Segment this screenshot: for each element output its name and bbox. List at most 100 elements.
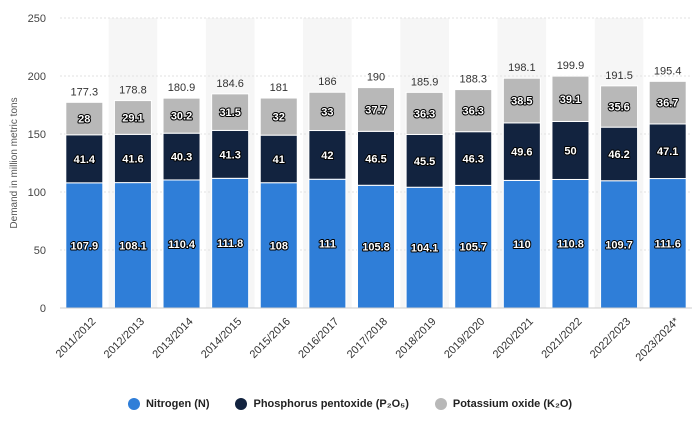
bar-segment (357, 184, 395, 309)
bar-segment (405, 186, 444, 309)
bar-segment (648, 80, 687, 125)
bar-segment (502, 179, 541, 309)
data-label: 41 (273, 154, 285, 166)
data-label: 41.3 (219, 149, 240, 161)
bar-segment (551, 120, 590, 180)
legend-label-nitrogen: Nitrogen (N) (145, 398, 210, 410)
bar-segment (600, 126, 639, 182)
data-label: 110 (513, 239, 531, 251)
data-label: 38.5 (511, 96, 532, 108)
data-label: 37.7 (365, 104, 386, 116)
data-label: 42 (321, 150, 333, 162)
y-tick-label: 250 (28, 13, 46, 25)
bar-segment (551, 178, 590, 309)
bar-segment (405, 91, 444, 135)
total-label: 178.8 (119, 85, 147, 97)
bar-segment (308, 91, 347, 132)
bar-segment (454, 184, 493, 309)
data-label: 33 (321, 106, 333, 118)
x-tick-label: 2012/2013 (102, 316, 147, 361)
bar-segment (259, 182, 298, 309)
data-label: 105.7 (459, 242, 487, 254)
data-label: 110.8 (557, 239, 584, 251)
x-tick-label: 2015/2016 (248, 316, 293, 361)
bar-segment (211, 129, 250, 179)
x-tick-label: 2017/2018 (345, 316, 390, 361)
bar-segment (357, 130, 395, 186)
total-label: 177.3 (71, 86, 99, 98)
x-tick-label: 2023/2024* (634, 315, 683, 364)
x-tick-label: 2021/2022 (539, 316, 584, 361)
data-label: 35.6 (608, 102, 629, 114)
data-label: 46.3 (463, 154, 484, 166)
x-tick-label: 2019/2020 (442, 316, 487, 361)
x-tick-label: 2018/2019 (393, 316, 438, 361)
x-tick-label: 2016/2017 (296, 316, 341, 361)
data-label: 28 (78, 114, 90, 126)
x-tick-label: 2020/2021 (491, 316, 536, 361)
total-label: 199.9 (557, 60, 585, 72)
total-label: 198.1 (508, 62, 536, 74)
bar-segment (259, 134, 298, 184)
total-label: 191.5 (605, 70, 633, 82)
bar-segment (113, 133, 152, 184)
data-label: 45.5 (414, 156, 435, 168)
data-label: 108.1 (119, 240, 147, 252)
data-label: 107.9 (71, 240, 99, 252)
data-label: 41.6 (122, 153, 143, 165)
x-tick-label: 2022/2023 (588, 316, 633, 361)
legend-label-phosphorus: Phosphorus pentoxide (P₂O₅) (253, 398, 409, 410)
data-label: 110.4 (168, 239, 196, 251)
data-label: 36.3 (463, 106, 484, 118)
data-label: 31.5 (219, 107, 240, 119)
total-label: 195.4 (654, 65, 682, 77)
bar-segment (113, 100, 152, 135)
total-label: 185.9 (411, 76, 439, 88)
y-tick-label: 100 (28, 187, 46, 199)
bar-segment (600, 85, 639, 128)
legend-item-nitrogen[interactable]: Nitrogen (N) (127, 398, 210, 410)
bar-segment (357, 87, 395, 132)
legend-item-potassium[interactable]: Potassium oxide (K₂O) (434, 398, 573, 410)
legend-swatch-nitrogen (127, 398, 140, 410)
data-label: 50 (564, 145, 576, 157)
legend: Nitrogen (N) Phosphorus pentoxide (P₂O₅)… (0, 398, 700, 410)
y-axis-title: Demand in million metric tons (9, 97, 20, 228)
total-label: 186 (318, 76, 336, 88)
x-tick-label: 2011/2012 (54, 316, 99, 361)
total-label: 188.3 (459, 74, 487, 86)
bar-segment (648, 123, 687, 180)
data-label: 39.1 (560, 94, 581, 106)
bar-segment (502, 77, 541, 124)
data-label: 36.7 (657, 98, 678, 110)
data-label: 29.1 (122, 112, 143, 124)
bar-segment (259, 97, 298, 136)
data-label: 104.1 (411, 243, 439, 255)
total-label: 180.9 (168, 82, 196, 94)
x-tick-label: 2014/2015 (199, 316, 244, 361)
legend-swatch-phosphorus (235, 398, 248, 410)
y-tick-label: 0 (40, 303, 46, 315)
legend-label-potassium: Potassium oxide (K₂O) (452, 398, 573, 410)
bar-segment (454, 89, 493, 133)
data-label: 49.6 (511, 147, 532, 159)
data-label: 109.7 (605, 239, 633, 251)
data-label: 47.1 (657, 146, 678, 158)
data-label: 111.6 (655, 238, 681, 250)
x-tick-label: 2013/2014 (150, 316, 195, 361)
total-label: 190 (367, 72, 385, 84)
data-label: 111 (319, 239, 336, 251)
data-label: 46.2 (608, 149, 629, 161)
y-tick-label: 50 (34, 245, 46, 257)
legend-item-phosphorus[interactable]: Phosphorus pentoxide (P₂O₅) (235, 398, 409, 410)
data-label: 30.2 (171, 111, 192, 123)
y-tick-label: 150 (28, 129, 46, 141)
data-label: 105.8 (362, 242, 390, 254)
data-label: 41.4 (74, 154, 96, 166)
data-label: 36.3 (414, 108, 435, 120)
legend-swatch-potassium (434, 398, 447, 410)
data-label: 46.5 (365, 153, 386, 165)
stacked-bar-chart: 0 50 100 150 200 250 Demand in million metric … (9, 13, 692, 364)
total-label: 181 (270, 82, 288, 94)
bar-segment (308, 178, 347, 309)
